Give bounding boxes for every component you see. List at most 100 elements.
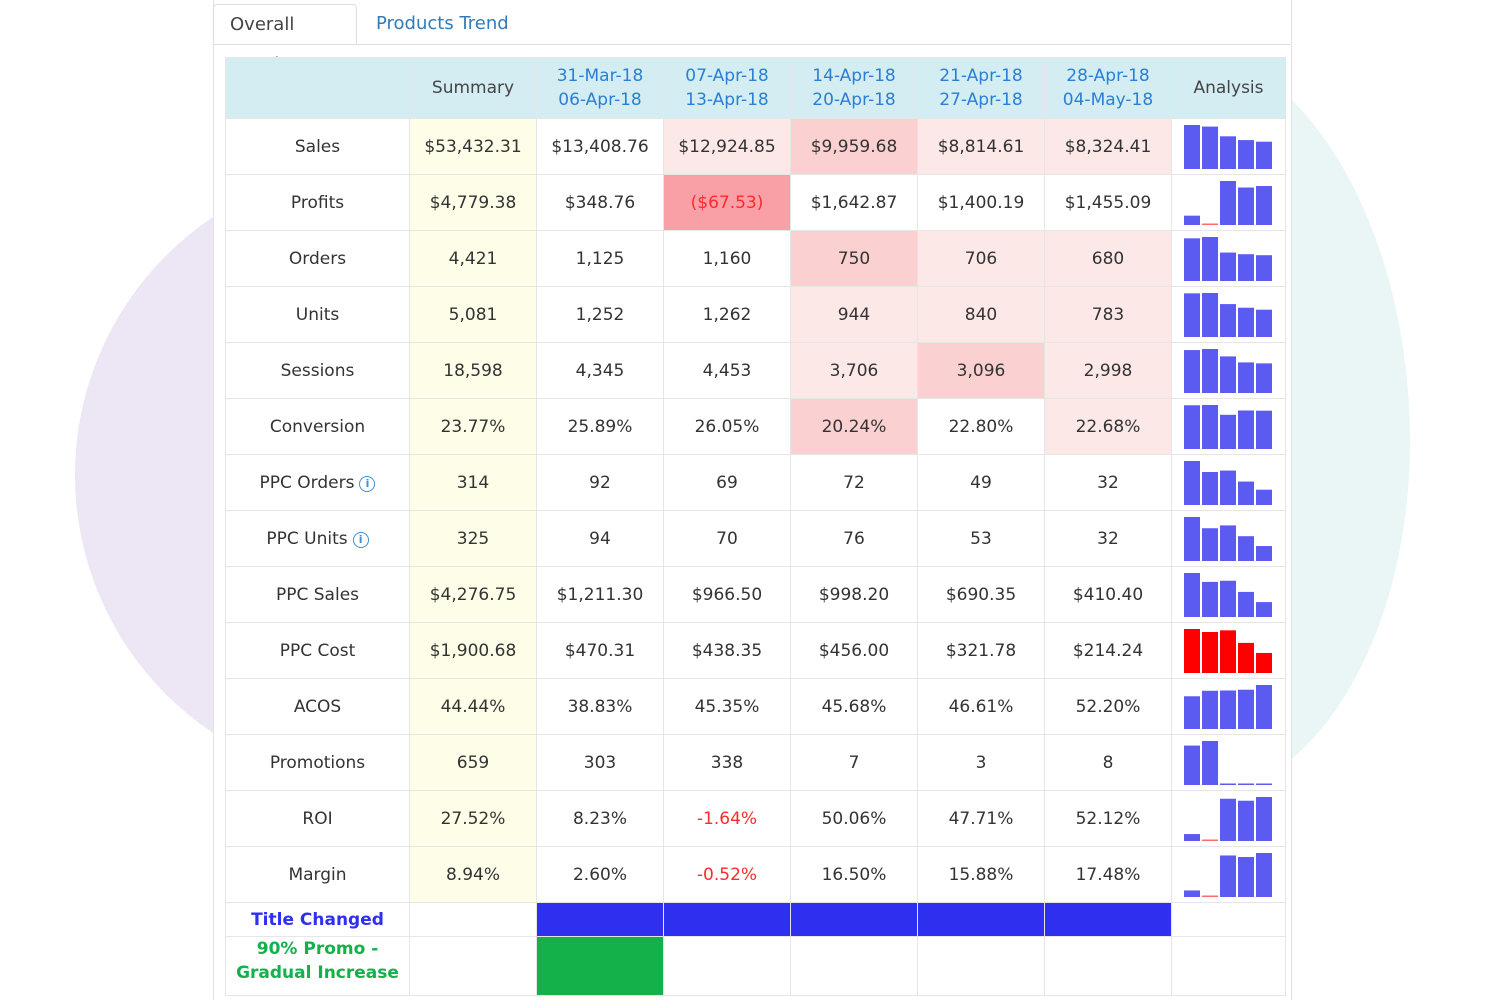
event-week-cell	[663, 902, 791, 937]
header-row: Summary 31-Mar-18 06-Apr-18 07-Apr-18 13-A…	[225, 57, 1286, 119]
week-value: 1,262	[663, 286, 791, 343]
event-week-cell	[790, 936, 918, 996]
week-end: 04-May-18	[1062, 90, 1154, 110]
metric-label-cell: ROI	[225, 790, 410, 847]
sparkline-bar	[1237, 642, 1254, 673]
analysis-cell	[1171, 230, 1286, 287]
sparkline-chart	[1183, 684, 1272, 729]
analysis-cell	[1171, 342, 1286, 399]
metric-row-margin: Margin 8.94% 2.60% -0.52% 16.50% 15.88% 17.48%	[225, 846, 1286, 903]
metric-row-ppc-cost: PPC Cost $1,900.68 $470.31 $438.35 $456.00 $3…	[225, 622, 1286, 679]
week-value: $214.24	[1044, 622, 1172, 679]
metric-label-cell: Profits	[225, 174, 410, 231]
metric-row-units: Units 5,081 1,252 1,262 944 840 783	[225, 286, 1286, 343]
sparkline-bar	[1219, 470, 1236, 505]
sparkline-bar	[1255, 309, 1272, 337]
week-value: $1,400.19	[917, 174, 1045, 231]
metric-row-conversion: Conversion 23.77% 25.89% 26.05% 20.24% 22.80%…	[225, 398, 1286, 455]
week-end: 27-Apr-18	[939, 90, 1023, 110]
info-icon[interactable]: i	[359, 475, 376, 492]
sparkline-bar	[1183, 628, 1200, 673]
analysis-cell	[1171, 846, 1286, 903]
sparkline-bar	[1255, 601, 1272, 617]
week-value: $1,211.30	[536, 566, 664, 623]
week-value: 840	[917, 286, 1045, 343]
week-value: 20.24%	[790, 398, 918, 455]
sparkline-bar	[1201, 895, 1218, 897]
week-value: 3	[917, 734, 1045, 791]
summary-value: 8.94%	[409, 846, 537, 903]
week-start: 07-Apr-18	[685, 66, 769, 86]
week-value: 4,453	[663, 342, 791, 399]
sparkline-bar	[1219, 854, 1236, 897]
summary-value: $4,779.38	[409, 174, 537, 231]
week-start: 31-Mar-18	[556, 66, 644, 86]
summary-value: 27.52%	[409, 790, 537, 847]
week-value: 32	[1044, 454, 1172, 511]
sparkline-bar	[1183, 404, 1200, 449]
week-value: 8.23%	[536, 790, 664, 847]
sparkline-bar	[1237, 253, 1254, 281]
summary-value: 325	[409, 510, 537, 567]
header-week-2[interactable]: 07-Apr-18 13-Apr-18	[663, 57, 791, 119]
metric-row-ppc-sales: PPC Sales $4,276.75 $1,211.30 $966.50 $998.2…	[225, 566, 1286, 623]
analysis-cell	[1171, 678, 1286, 735]
tab-overall-trend[interactable]: Overall Trend	[213, 4, 357, 75]
week-value: 53	[917, 510, 1045, 567]
sparkline-bar	[1219, 303, 1236, 337]
week-value: $690.35	[917, 566, 1045, 623]
sparkline-chart	[1183, 796, 1272, 841]
header-week-1[interactable]: 31-Mar-18 06-Apr-18	[536, 57, 664, 119]
event-week-cell	[536, 902, 664, 937]
week-value: 1,252	[536, 286, 664, 343]
metric-label: PPC Orders	[259, 472, 355, 493]
sparkline-bar	[1183, 516, 1200, 561]
week-value: 2,998	[1044, 342, 1172, 399]
sparkline-bar	[1219, 135, 1236, 169]
analysis-cell	[1171, 286, 1286, 343]
event-week-cell	[917, 902, 1045, 937]
week-value: 338	[663, 734, 791, 791]
analysis-cell	[1171, 398, 1286, 455]
tab-products-trend[interactable]: Products Trend	[376, 13, 509, 34]
week-end: 06-Apr-18	[558, 90, 642, 110]
metric-row-sales: Sales $53,432.31 $13,408.76 $12,924.85 $9,95…	[225, 118, 1286, 175]
sparkline-bar	[1201, 404, 1218, 449]
week-value: -0.52%	[663, 846, 791, 903]
header-week-5[interactable]: 28-Apr-18 04-May-18	[1044, 57, 1172, 119]
metric-label-cell: Promotions	[225, 734, 410, 791]
week-value: 76	[790, 510, 918, 567]
header-week-4[interactable]: 21-Apr-18 27-Apr-18	[917, 57, 1045, 119]
week-value: 47.71%	[917, 790, 1045, 847]
event-label-cell: 90% Promo - Gradual Increase	[225, 936, 410, 996]
info-icon[interactable]: i	[352, 531, 369, 548]
sparkline-bar	[1255, 783, 1272, 785]
summary-value: 18,598	[409, 342, 537, 399]
week-value: $9,959.68	[790, 118, 918, 175]
week-value: 46.61%	[917, 678, 1045, 735]
week-end: 13-Apr-18	[685, 90, 769, 110]
week-value: -1.64%	[663, 790, 791, 847]
metric-label-cell: Sessions	[225, 342, 410, 399]
header-week-3[interactable]: 14-Apr-18 20-Apr-18	[790, 57, 918, 119]
week-value: 680	[1044, 230, 1172, 287]
week-value: 944	[790, 286, 918, 343]
metric-label-cell: PPC Units i	[225, 510, 410, 567]
summary-value: 314	[409, 454, 537, 511]
sparkline-bar	[1237, 186, 1254, 225]
sparkline-bar	[1219, 524, 1236, 561]
metric-label: Sales	[294, 136, 341, 157]
week-value: 1,125	[536, 230, 664, 287]
metric-label-cell: PPC Orders i	[225, 454, 410, 511]
summary-value: $1,900.68	[409, 622, 537, 679]
week-value: 92	[536, 454, 664, 511]
week-value: 70	[663, 510, 791, 567]
event-label-line: Gradual Increase	[236, 963, 399, 983]
summary-value: 44.44%	[409, 678, 537, 735]
sparkline-chart	[1183, 236, 1272, 281]
week-value: 26.05%	[663, 398, 791, 455]
metric-row-roi: ROI 27.52% 8.23% -1.64% 50.06% 47.71% 52.12%	[225, 790, 1286, 847]
sparkline-bar	[1237, 307, 1254, 337]
metric-label-cell: PPC Cost	[225, 622, 410, 679]
week-value: 706	[917, 230, 1045, 287]
